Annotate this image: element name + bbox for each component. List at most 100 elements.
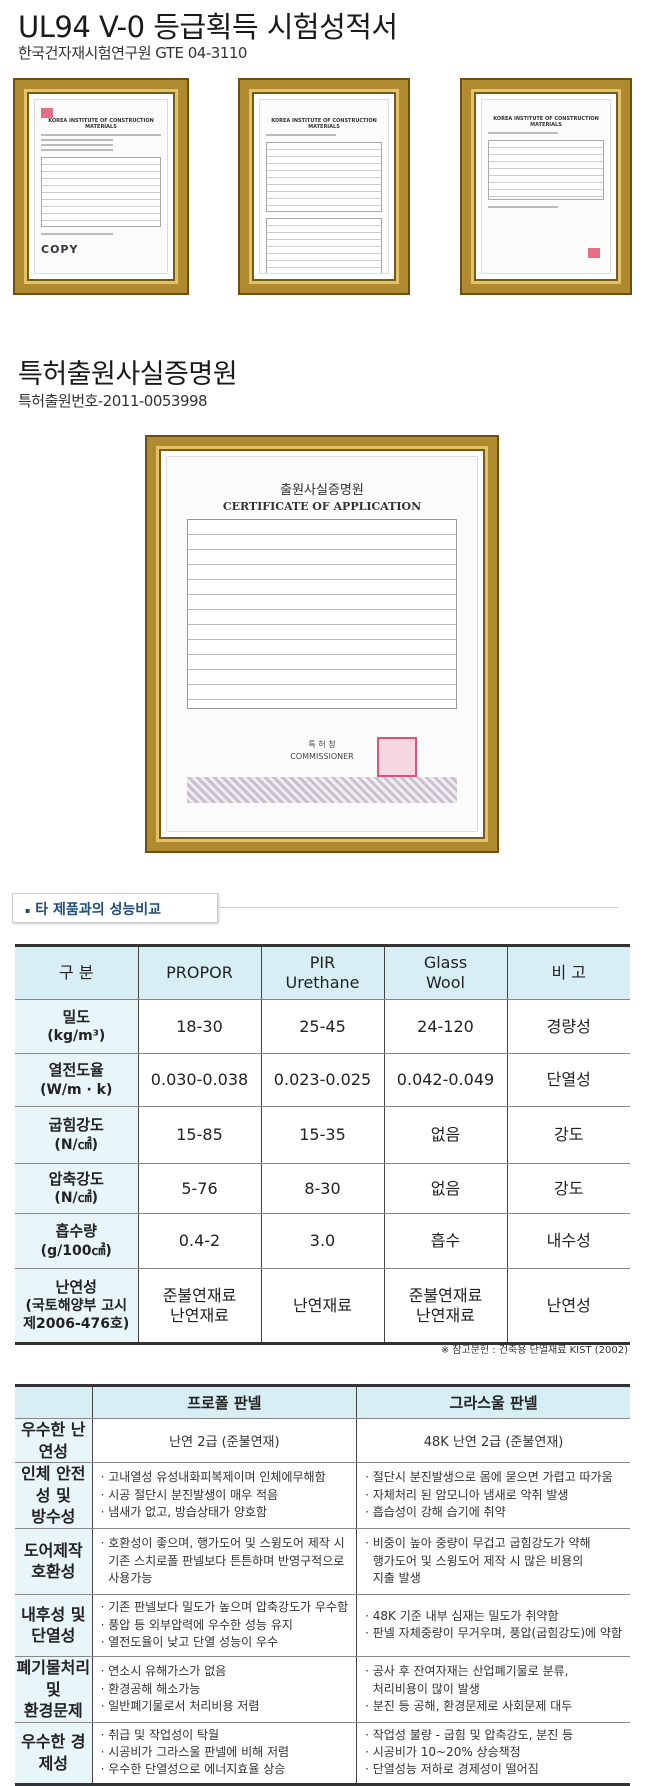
bullet-line: · 작업성 불량 - 굽힘 및 압축강도, 분진 등 xyxy=(365,1727,574,1742)
glass-cell: · 공사 후 잔여자재는 산업폐기물로 분류, 처리비용이 많이 발생 · 분진 … xyxy=(356,1655,630,1723)
bullet-line: · 일반폐기물로서 처리비용 저렴 xyxy=(100,1699,260,1714)
stamp-icon xyxy=(588,248,600,258)
table-row: 열전도율 (W/m · k) 0.030-0.038 0.023-0.025 0.042… xyxy=(15,1053,630,1107)
column-header: 그라스울 판넬 xyxy=(356,1385,630,1419)
bullet-line: · 시공비가 그라스울 판넬에 비해 저렴 xyxy=(100,1745,290,1760)
bullet-line: · 연소시 유해가스가 없음 xyxy=(100,1664,227,1679)
column-header: 프로폴 판넬 xyxy=(91,1385,358,1419)
test-report-subtitle: 한국건자재시험연구원 GTE 04-3110 xyxy=(18,44,247,62)
column-header xyxy=(15,1385,93,1419)
glass-cell: · 절단시 분진발생으로 몸에 묻으면 가렵고 따가움 · 자체처리 된 암모니아… xyxy=(356,1462,630,1529)
seal-icon xyxy=(377,737,417,777)
bullet-line: · 환경공해 해소가능 xyxy=(100,1681,201,1696)
bullet-line: · 공사 후 잔여자재는 산업폐기물로 분류, xyxy=(365,1664,569,1679)
certificate-title-en: CERTIFICATE OF APPLICATION xyxy=(222,500,422,513)
row-label: 도어제작 호환성 xyxy=(15,1527,93,1595)
row-label-name: 압축강도 xyxy=(48,1169,104,1188)
table-cell: 25-45 xyxy=(260,999,385,1054)
row-label-name: 밀도 xyxy=(62,1007,91,1026)
table-row: 도어제작 호환성 · 호환성이 좋으며, 행가도어 및 스윙도어 제작 시 기존 … xyxy=(15,1527,630,1595)
certificate-org: KOREA INSTITUTE OF CONSTRUCTION MATERIAL… xyxy=(48,118,154,130)
table-cell: 0.023-0.025 xyxy=(260,1053,385,1107)
bullet-line: 행가도어 및 스윙도어 제작 시 많은 비용의 xyxy=(365,1553,584,1568)
table-cell: 0.042-0.049 xyxy=(383,1053,508,1107)
bullet-line: · 판넬 자체중량이 무거우며, 풍압(굽힘강도)에 약함 xyxy=(365,1626,622,1641)
bullet-line: · 열전도율이 낮고 단열 성능이 우수 xyxy=(100,1635,279,1650)
bullet-line: 처리비용이 많이 발생 xyxy=(365,1681,480,1696)
stamp-icon xyxy=(41,108,53,118)
bullet-line: · 시공 절단시 분진발생이 매우 적음 xyxy=(100,1487,279,1502)
propor-cell: · 기존 판넬보다 밀도가 높으며 압축강도가 우수함 · 풍압 등 외부압력에 … xyxy=(91,1593,358,1657)
row-label-name: 난연성 xyxy=(55,1277,97,1296)
bullet-line: · 분진 등 공해, 환경문제로 사회문제 대두 xyxy=(365,1699,573,1714)
table-row: 우수한 난연성 난연 2급 (준불연재) 48K 난연 2급 (준불연재) xyxy=(15,1417,630,1464)
table-row: 밀도 (kg/m³) 18-30 25-45 24-120 경량성 xyxy=(15,999,630,1054)
glass-cell: · 작업성 불량 - 굽힘 및 압축강도, 분진 등 · 시공비가 10~20% … xyxy=(356,1721,630,1785)
table-row: 내후성 및 단열성 · 기존 판넬보다 밀도가 높으며 압축강도가 우수함 · 풍압… xyxy=(15,1593,630,1657)
row-label-unit: (국토해양부 고시 제2006-476호) xyxy=(23,1298,130,1333)
bullet-line: · 우수한 단열성으로 에너지효율 상승 xyxy=(100,1762,286,1777)
table-row: 굽힘강도 (N/㎠) 15-85 15-35 없음 강도 xyxy=(15,1106,630,1164)
certificate-org: KOREA INSTITUTE OF CONSTRUCTION MATERIAL… xyxy=(271,118,377,130)
table-row: 난연성 (국토해양부 고시 제2006-476호) 준불연재료 난연재료 난연재료 준불… xyxy=(15,1268,630,1344)
propor-cell: · 호환성이 좋으며, 행가도어 및 스윙도어 제작 시 기존 스치로폴 판넬보… xyxy=(91,1527,358,1595)
test-report-title: UL94 V-0 등급획득 시험성적서 xyxy=(18,10,398,44)
bullet-line: · 자체처리 된 암모니아 냄새로 악취 발생 xyxy=(365,1487,569,1502)
row-label: 우수한 경제성 xyxy=(15,1721,93,1785)
row-label: 폐기물처리 및 환경문제 xyxy=(15,1655,93,1723)
certificate-title-ko: 출원사실증명원 xyxy=(280,483,364,498)
bullet-line: · 호환성이 좋으며, 행가도어 및 스윙도어 제작 시 xyxy=(100,1536,345,1551)
certificate-org: KOREA INSTITUTE OF CONSTRUCTION MATERIAL… xyxy=(493,116,599,128)
row-label: 압축강도 (N/㎠) xyxy=(15,1163,139,1214)
patent-certificate-frame: 출원사실증명원 CERTIFICATE OF APPLICATION 특 허 청… xyxy=(145,435,499,853)
table-cell: 없음 xyxy=(383,1163,508,1214)
row-label: 난연성 (국토해양부 고시 제2006-476호) xyxy=(15,1268,139,1344)
glass-cell: · 48K 기준 내부 심재는 밀도가 취약함 · 판넬 자체중량이 무거우며, … xyxy=(356,1593,630,1657)
bullet-line: 사용가능 xyxy=(100,1571,153,1586)
row-label-unit: (N/㎠) xyxy=(54,1136,99,1153)
table-cell: 난연재료 xyxy=(260,1268,385,1344)
bullet-line: 기존 스치로폴 판넬보다 튼튼하며 반영구적으로 xyxy=(100,1553,345,1568)
issuer-ko: 특 허 청 xyxy=(308,740,336,749)
bullet-line: · 비중이 높아 중량이 무겁고 굽힘강도가 약해 xyxy=(365,1536,591,1551)
propor-cell: 난연 2급 (준불연재) xyxy=(91,1417,358,1464)
table-row: 우수한 경제성 · 취급 및 작업성이 탁월 · 시공비가 그라스울 판넬에 비해 … xyxy=(15,1721,630,1785)
table-cell: 난연성 xyxy=(506,1268,630,1344)
row-label-name: 열전도율 xyxy=(48,1061,104,1080)
row-label: 흡수량 (g/100㎠) xyxy=(15,1213,139,1269)
bullet-line: · 고내열성 유성내화피복제이며 인체에무해함 xyxy=(100,1470,326,1485)
bullet-line: · 시공비가 10~20% 상승책정 xyxy=(365,1745,521,1760)
table-cell: 3.0 xyxy=(260,1213,385,1269)
table-cell: 0.030-0.038 xyxy=(137,1053,262,1107)
table-cell: 5-76 xyxy=(137,1163,262,1214)
bullet-line: · 절단시 분진발생으로 몸에 묻으면 가렵고 따가움 xyxy=(365,1470,613,1485)
table-row: 흡수량 (g/100㎠) 0.4-2 3.0 흡수 내수성 xyxy=(15,1213,630,1269)
column-header: 구 분 xyxy=(15,945,139,1000)
row-label: 굽힘강도 (N/㎠) xyxy=(15,1106,139,1164)
glass-cell: 48K 난연 2급 (준불연재) xyxy=(356,1417,630,1464)
table-row: 인체 안전성 및 방수성 · 고내열성 유성내화피복제이며 인체에무해함 · 시공 … xyxy=(15,1462,630,1529)
table-cell: 강도 xyxy=(506,1106,630,1164)
row-label: 우수한 난연성 xyxy=(15,1417,93,1464)
cell-text: 48K 난연 2급 (준불연재) xyxy=(423,1435,564,1451)
patent-number: 특허출원번호-2011-0053998 xyxy=(18,392,208,410)
bullet-line: 지출 발생 xyxy=(365,1571,421,1586)
propor-cell: · 고내열성 유성내화피복제이며 인체에무해함 · 시공 절단시 분진발생이 매우… xyxy=(91,1462,358,1529)
row-label-name: 굽힘강도 xyxy=(48,1116,104,1135)
certificate-frame-3: KOREA INSTITUTE OF CONSTRUCTION MATERIAL… xyxy=(460,78,632,295)
bullet-line: · 풍압 등 외부압력에 우수한 성능 유지 xyxy=(100,1617,293,1632)
table-cell: 18-30 xyxy=(137,999,262,1054)
bullet-icon: ▪ xyxy=(25,905,31,915)
row-label-unit: (kg/m³) xyxy=(47,1028,106,1045)
certificate-frame-1: KOREA INSTITUTE OF CONSTRUCTION MATERIAL… xyxy=(13,78,189,295)
table-cell: 준불연재료 난연재료 xyxy=(383,1268,508,1344)
column-header: Glass Wool xyxy=(383,945,508,1000)
panel-comparison-table: 프로폴 판넬 그라스울 판넬 우수한 난연성 난연 2급 (준불연재) 48K 난연 … xyxy=(15,1384,630,1786)
table-cell: 24-120 xyxy=(383,999,508,1054)
table-cell: 단열성 xyxy=(506,1053,630,1107)
bullet-line: · 흡습성이 강해 습기에 취약 xyxy=(365,1505,506,1520)
reference-note: ※ 참고문헌 : 건축용 단열재료 KIST (2002) xyxy=(440,1345,628,1356)
section-title: ▪ 타 제품과의 성능비교 xyxy=(12,893,218,923)
row-label-unit: (g/100㎠) xyxy=(40,1242,112,1259)
certificate-frame-2: KOREA INSTITUTE OF CONSTRUCTION MATERIAL… xyxy=(238,78,410,295)
